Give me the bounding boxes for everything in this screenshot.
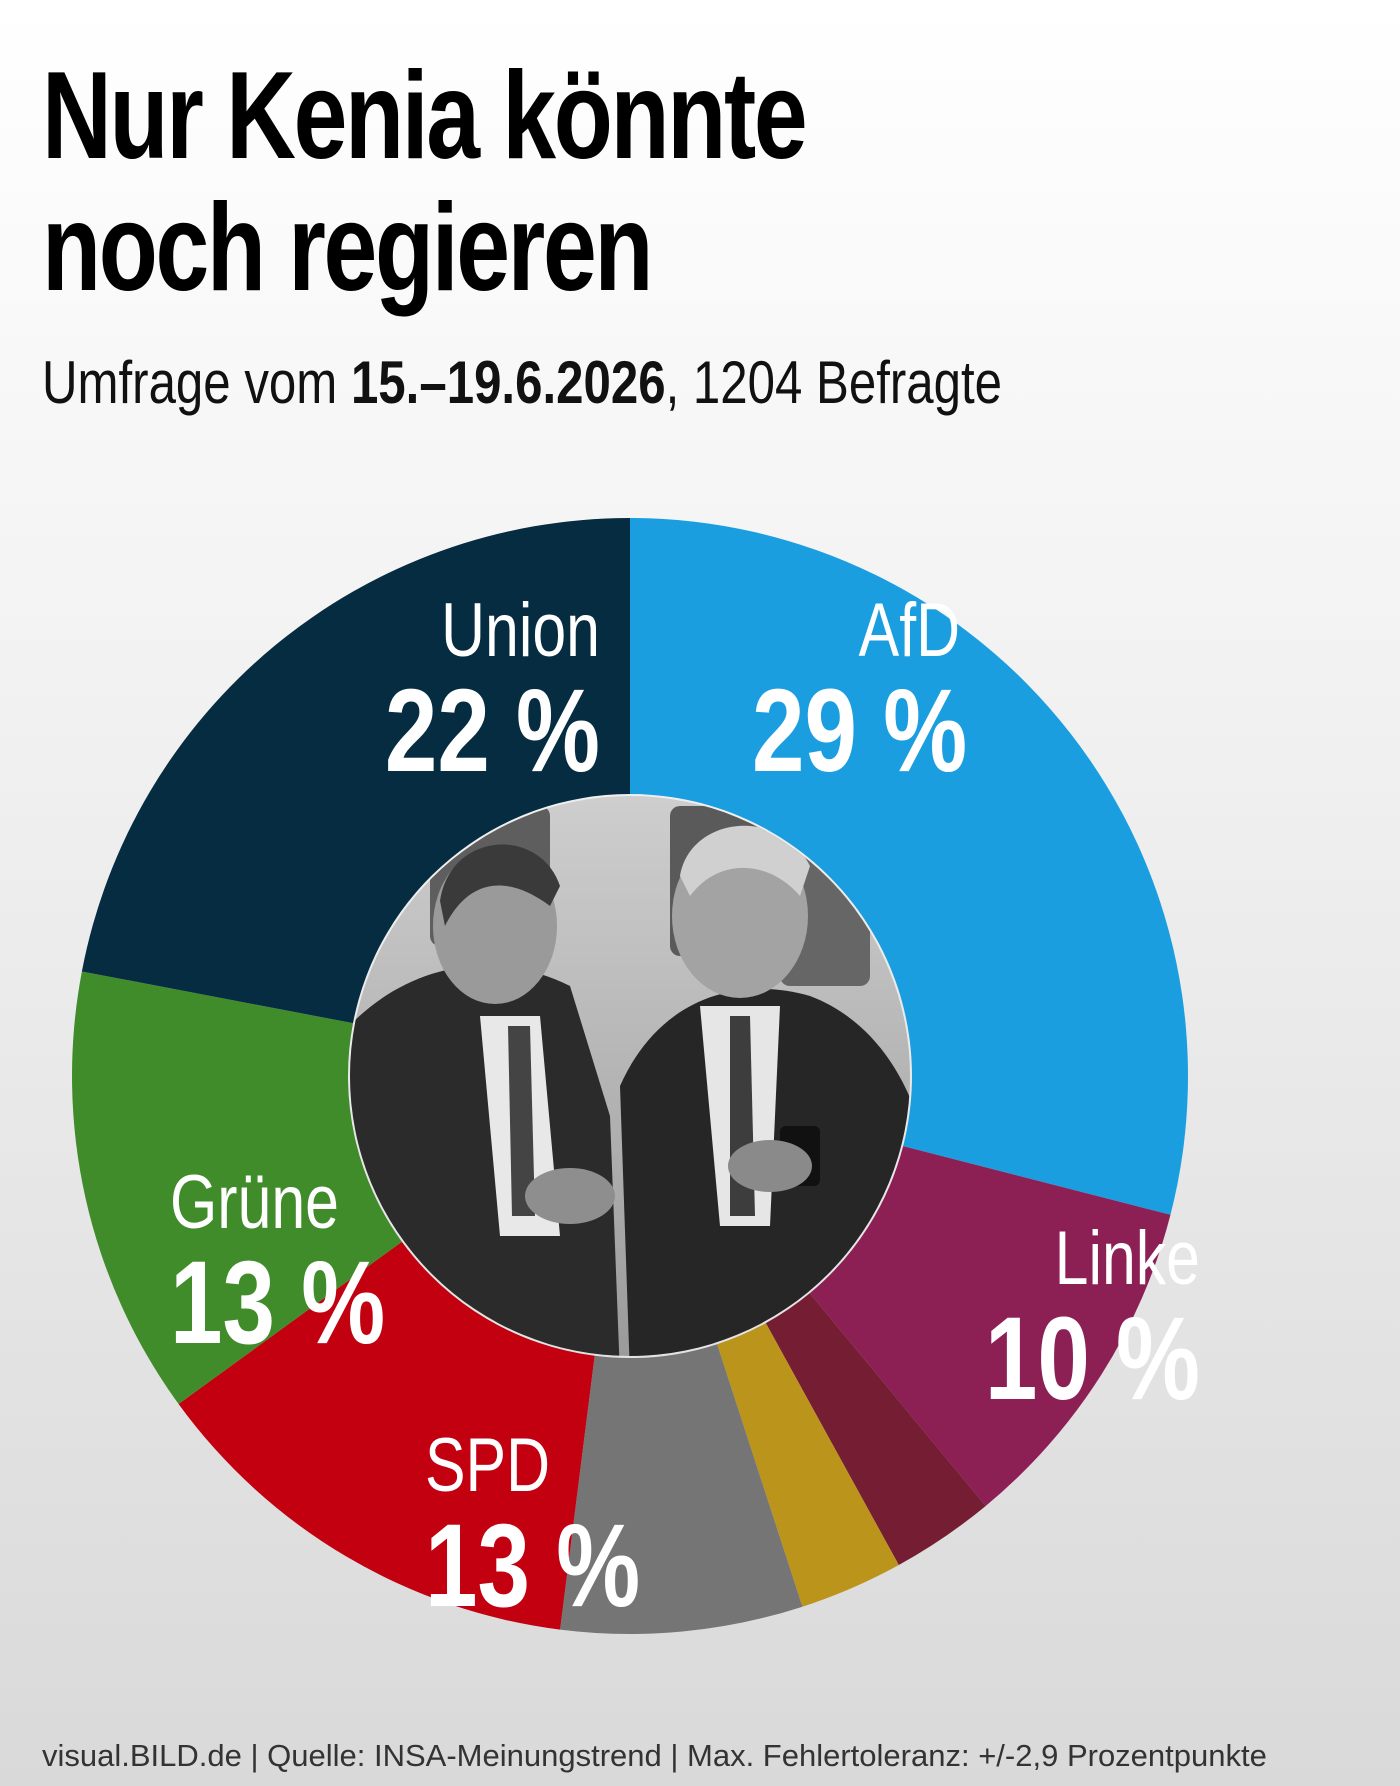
slice-unlabeled-2 bbox=[765, 1293, 986, 1565]
title-line-2: noch regieren bbox=[42, 179, 654, 317]
slice-name-spd: SPD bbox=[425, 1423, 551, 1508]
subtitle-prefix: Umfrage vom bbox=[42, 349, 351, 416]
slice-label-gruene: Grüne 13 % bbox=[170, 1160, 410, 1369]
photo-shape bbox=[508, 1026, 535, 1216]
photo-shape bbox=[525, 1168, 615, 1224]
slice-unlabeled-4 bbox=[560, 1344, 803, 1635]
slice-label-linke: Linke 10 % bbox=[960, 1216, 1200, 1425]
slice-value-afd: 29 % bbox=[752, 665, 968, 797]
slice-value-gruene: 13 % bbox=[170, 1237, 386, 1369]
subtitle-date: 15.–19.6.2026 bbox=[350, 349, 666, 416]
slice-name-afd: AfD bbox=[858, 588, 960, 673]
donut-slices bbox=[72, 518, 1188, 1635]
slice-unlabeled-3 bbox=[717, 1323, 899, 1607]
source-footer: visual.BILD.de | Quelle: INSA-Meinungstr… bbox=[42, 1738, 1267, 1773]
slice-spd bbox=[178, 1241, 595, 1630]
chart-subtitle: Umfrage vom 15.–19.6.2026, 1204 Befragte bbox=[42, 348, 1002, 417]
chart-title: Nur Kenia könnte noch regieren bbox=[42, 50, 1056, 314]
slice-union bbox=[81, 518, 630, 1024]
photo-shape bbox=[680, 825, 810, 896]
slice-label-spd: SPD 13 % bbox=[425, 1423, 641, 1632]
slice-label-afd: AfD 29 % bbox=[752, 588, 968, 797]
slice-name-linke: Linke bbox=[1054, 1216, 1200, 1301]
slice-linke bbox=[809, 1146, 1171, 1506]
subtitle-suffix: , 1204 Befragte bbox=[665, 349, 1003, 416]
title-line-1: Nur Kenia könnte bbox=[42, 47, 808, 185]
slice-name-gruene: Grüne bbox=[170, 1160, 339, 1245]
slice-value-spd: 13 % bbox=[425, 1500, 641, 1632]
slice-value-union: 22 % bbox=[384, 665, 600, 797]
slice-gruene bbox=[72, 971, 402, 1404]
photo-shape bbox=[728, 1140, 812, 1192]
slice-value-linke: 10 % bbox=[984, 1293, 1200, 1425]
slice-afd bbox=[630, 518, 1188, 1215]
slice-name-union: Union bbox=[441, 588, 600, 673]
slice-label-union: Union 22 % bbox=[384, 588, 600, 797]
photo-shape bbox=[440, 844, 560, 926]
